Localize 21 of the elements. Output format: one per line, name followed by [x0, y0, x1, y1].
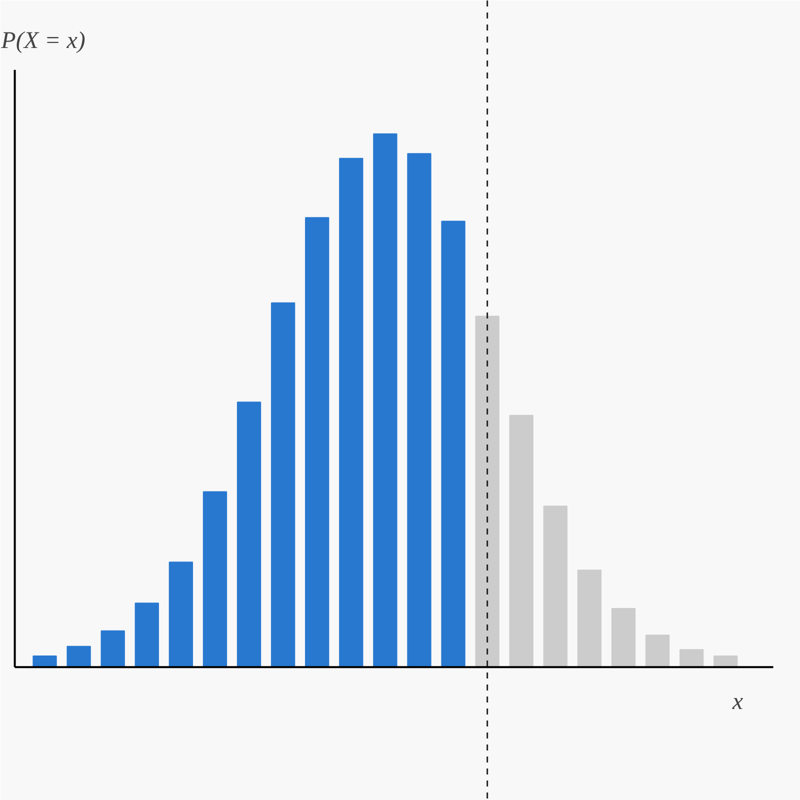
bar	[611, 608, 636, 668]
bar	[543, 506, 568, 668]
bar	[475, 316, 500, 668]
bar	[168, 562, 193, 668]
bar	[645, 634, 670, 668]
bar	[305, 217, 330, 668]
bar	[66, 646, 91, 668]
bar	[577, 570, 602, 668]
bar	[270, 302, 296, 668]
y-axis-title: P(X = x)	[0, 28, 86, 54]
bar	[100, 630, 125, 668]
bar	[339, 158, 364, 668]
bar	[441, 220, 466, 668]
bar	[509, 414, 534, 668]
x-axis-title: x	[731, 689, 744, 716]
bar	[202, 491, 228, 668]
bar	[134, 602, 159, 668]
bar	[679, 649, 704, 668]
bar	[407, 153, 432, 668]
bar	[236, 402, 262, 668]
bar	[373, 133, 398, 668]
